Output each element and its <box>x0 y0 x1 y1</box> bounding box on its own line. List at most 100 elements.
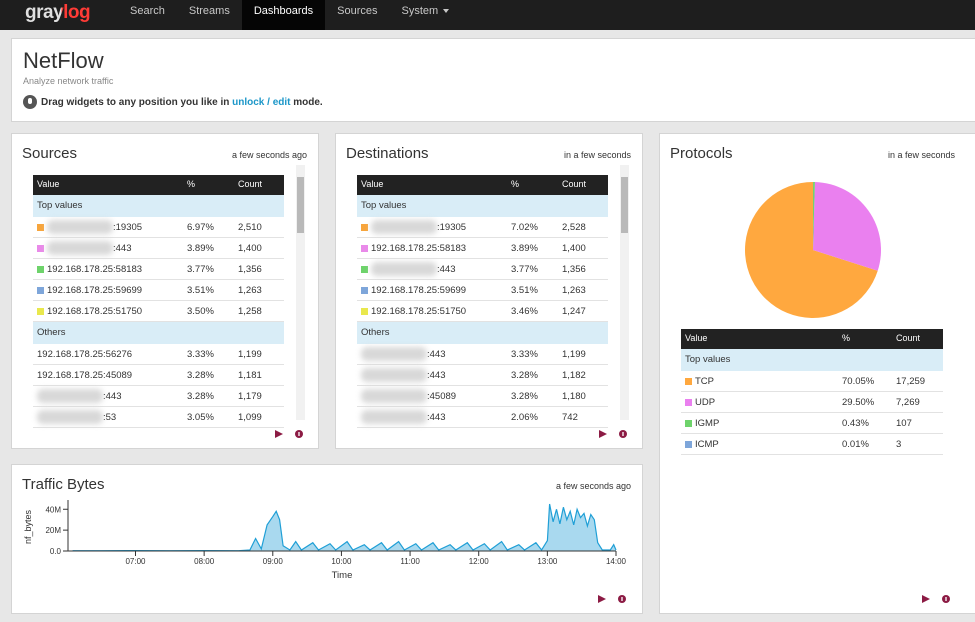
replay-icon <box>599 430 607 438</box>
cell-percent: 7.02% <box>511 222 538 233</box>
widget-time: a few seconds ago <box>555 481 631 491</box>
group-label: Others <box>37 327 66 338</box>
cell-value: ICMP <box>695 439 719 450</box>
table-row: :443 3.28% 1,182 <box>357 365 608 386</box>
cell-count: 1,199 <box>238 349 262 360</box>
table-row: :443 3.89% 1,400 <box>33 238 284 259</box>
cell-count: 7,269 <box>896 397 920 408</box>
x-tick-label: 12:00 <box>469 557 490 566</box>
table-row: UDP 29.50% 7,269 <box>681 392 943 413</box>
cell-value: IGMP <box>695 418 720 429</box>
nav-item[interactable]: Search <box>130 5 165 17</box>
pie-slice <box>813 182 881 271</box>
cell-percent: 3.50% <box>187 306 214 317</box>
cell-count: 1,182 <box>562 370 586 381</box>
group-row: Top values <box>33 195 284 217</box>
cell-percent: 3.33% <box>511 349 538 360</box>
cell-percent: 3.28% <box>511 370 538 381</box>
cell-count: 1,400 <box>238 243 262 254</box>
color-swatch <box>361 308 368 315</box>
table-row: :443 3.77% 1,356 <box>357 259 608 280</box>
nav-items: Search Streams Dashboards Sources System <box>118 0 461 30</box>
nav-item[interactable]: Sources <box>337 5 378 17</box>
redacted <box>47 220 113 234</box>
group-label: Top values <box>37 200 83 211</box>
column-header: % <box>842 333 851 343</box>
cell-count: 1,263 <box>238 285 262 296</box>
redacted <box>361 368 427 382</box>
nav-item[interactable]: System <box>390 0 462 30</box>
group-row: Top values <box>681 349 943 371</box>
x-tick-label: 11:00 <box>400 557 420 566</box>
table-row: 192.168.178.25:45089 3.28% 1,181 <box>33 365 284 386</box>
replay-icon <box>275 430 283 438</box>
cell-count: 17,259 <box>896 376 926 387</box>
cell-percent: 3.28% <box>187 391 214 402</box>
cell-value: :19305 <box>437 222 467 233</box>
column-header: Count <box>238 179 263 189</box>
scrollbar <box>296 165 305 420</box>
redacted <box>361 410 427 424</box>
cell-count: 107 <box>896 418 912 429</box>
cell-percent: 3.05% <box>187 412 214 423</box>
table-header: Value% Count <box>33 175 284 195</box>
x-axis-label: Time <box>332 570 353 581</box>
pie-slice <box>744 182 878 318</box>
cell-percent: 70.05% <box>842 376 875 387</box>
redacted <box>47 241 113 255</box>
column-header: Count <box>896 333 921 343</box>
nav-item[interactable]: Dashboards <box>241 0 326 30</box>
cell-value: :19305 <box>113 222 143 233</box>
navbar: graylog Search Streams Dashboards Sources Sy… <box>0 0 975 30</box>
color-swatch <box>361 287 368 294</box>
table-row: :45089 3.28% 1,180 <box>357 386 608 407</box>
cell-value: 192.168.178.25:45089 <box>37 370 133 381</box>
nav-item[interactable]: Streams <box>188 5 230 17</box>
cell-value: :45089 <box>427 391 457 402</box>
cell-value: :443 <box>427 412 446 423</box>
table-row: :443 3.33% 1,199 <box>357 344 608 365</box>
color-swatch <box>361 266 368 273</box>
cell-value: :443 <box>113 243 132 254</box>
cell-value: 192.168.178.25:59699 <box>47 285 143 296</box>
table-row: :443 3.28% 1,179 <box>33 386 284 407</box>
x-tick-label: 07:00 <box>125 557 146 566</box>
y-tick-label: 40M <box>45 505 61 514</box>
hint-text: Drag widgets to any position you like in <box>41 97 233 108</box>
logo[interactable]: graylog <box>25 2 91 23</box>
cell-value: 192.168.178.25:59699 <box>371 285 467 296</box>
cell-value: 192.168.178.25:56276 <box>37 349 133 360</box>
cell-value: 192.168.178.25:58183 <box>47 264 143 275</box>
redacted <box>371 262 437 276</box>
column-header: Value <box>37 179 60 189</box>
cell-count: 2,528 <box>562 222 586 233</box>
traffic-area <box>72 504 617 551</box>
page-title: NetFlow <box>23 48 104 73</box>
cell-value: :53 <box>103 412 117 423</box>
color-swatch <box>361 224 368 231</box>
cell-percent: 3.89% <box>187 243 214 254</box>
table-row: :19305 7.02% 2,528 <box>357 217 608 238</box>
widget-title: Traffic Bytes <box>22 476 105 493</box>
group-row: Others <box>357 322 608 344</box>
table-row: IGMP 0.43% 107 <box>681 413 943 434</box>
scrollbar-thumb <box>621 177 628 233</box>
color-swatch <box>37 308 44 315</box>
cell-value: 192.168.178.25:58183 <box>371 243 467 254</box>
cell-count: 1,400 <box>562 243 586 254</box>
unlock-link[interactable]: unlock / edit <box>232 97 291 108</box>
widget <box>11 464 643 614</box>
table-row: ICMP 0.01% 3 <box>681 434 943 455</box>
color-swatch <box>685 399 692 406</box>
cell-percent: 29.50% <box>842 397 875 408</box>
hint: Drag widgets to any position you like in… <box>23 95 323 111</box>
scrollbar-thumb <box>297 177 304 233</box>
widget-time: in a few seconds <box>563 150 631 160</box>
x-tick-label: 10:00 <box>331 557 352 566</box>
cell-percent: 3.46% <box>511 306 538 317</box>
table-header: Value% Count <box>357 175 608 195</box>
group-label: Top values <box>361 200 407 211</box>
bulb-icon <box>23 95 37 110</box>
cell-value: :443 <box>437 264 456 275</box>
cell-value: TCP <box>695 376 714 387</box>
